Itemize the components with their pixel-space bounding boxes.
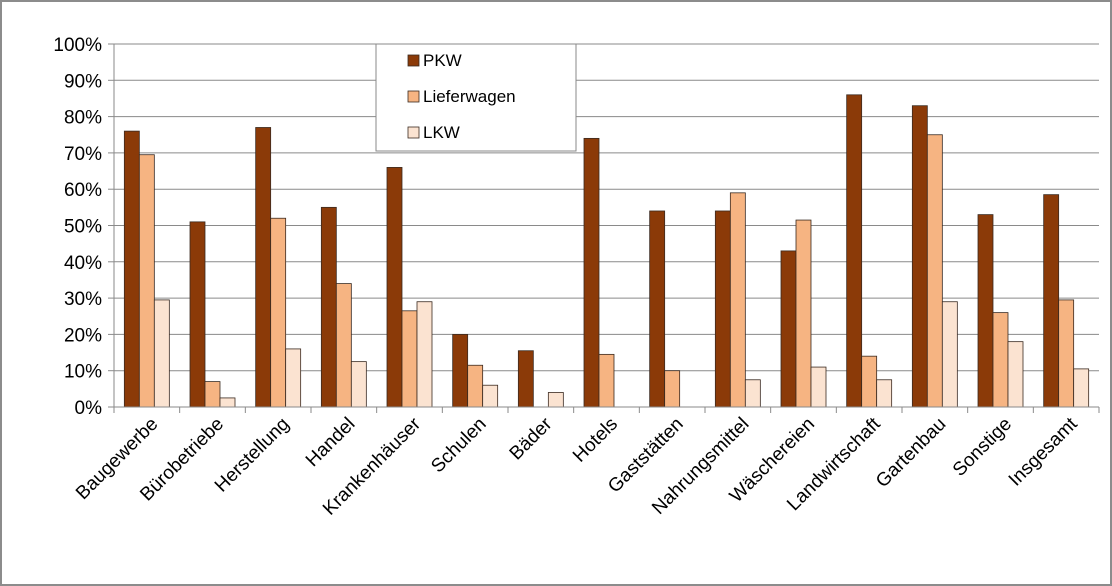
x-tick-label: Hotels	[569, 414, 622, 467]
bar-pkw	[649, 210, 666, 408]
bar-lkw	[941, 301, 958, 408]
bar-lieferwagen	[729, 192, 746, 408]
bar-pkw	[517, 350, 534, 408]
legend: PKW Lieferwagen LKW	[375, 43, 577, 152]
bar-pkw	[255, 127, 272, 408]
y-tick-label: 70%	[64, 144, 102, 165]
bar-lkw	[482, 384, 499, 408]
bar-lieferwagen	[335, 283, 352, 408]
bar-lkw	[219, 397, 236, 408]
bar-lieferwagen	[1058, 299, 1075, 408]
legend-swatch	[407, 54, 420, 67]
y-tick-label: 50%	[64, 217, 102, 238]
bar-pkw	[911, 105, 928, 408]
x-tick-label: Bäder	[506, 413, 557, 464]
bar-lkw	[810, 366, 827, 408]
bar-lkw	[153, 299, 170, 408]
bar-pkw	[977, 214, 994, 408]
y-tick-label: 100%	[53, 35, 102, 56]
bar-lieferwagen	[467, 364, 484, 408]
bar-pkw	[1043, 194, 1060, 408]
legend-swatch	[407, 90, 420, 103]
bar-pkw	[714, 210, 731, 408]
bar-lkw	[744, 379, 761, 408]
bar-lieferwagen	[992, 312, 1009, 408]
bar-pkw	[320, 206, 337, 408]
bar-pkw	[583, 137, 600, 408]
x-tick-label: Handel	[302, 414, 359, 471]
y-tick-label: 10%	[64, 362, 102, 383]
legend-label: Lieferwagen	[423, 87, 516, 106]
legend-label: LKW	[423, 123, 460, 142]
bar-lieferwagen	[138, 154, 155, 408]
bar-lieferwagen	[270, 217, 287, 408]
bar-pkw	[123, 130, 140, 408]
y-tick-label: 90%	[64, 71, 102, 92]
bar-lieferwagen	[861, 355, 878, 408]
legend-swatch	[407, 126, 420, 139]
x-tick-label: Insgesamt	[1005, 413, 1082, 490]
bar-pkw	[189, 221, 206, 408]
bar-lieferwagen	[598, 353, 615, 408]
y-tick-label: 0%	[75, 398, 103, 419]
y-tick-label: 80%	[64, 108, 102, 129]
y-tick-label: 40%	[64, 253, 102, 274]
y-tick-label: 20%	[64, 325, 102, 346]
bar-lieferwagen	[664, 370, 681, 408]
x-tick-label: Schulen	[427, 414, 490, 477]
bar-pkw	[846, 94, 863, 408]
y-tick-label: 30%	[64, 289, 102, 310]
bar-lkw	[876, 379, 893, 408]
y-tick-labels: 0% 10% 20% 30% 40% 50% 60% 70% 80% 90% 100%	[53, 35, 102, 419]
bars	[123, 94, 1090, 408]
bar-lkw	[416, 301, 433, 408]
x-tick-label: Gartenbau	[872, 414, 950, 492]
bar-lkw	[1007, 341, 1024, 408]
bar-lieferwagen	[795, 219, 812, 408]
bar-lieferwagen	[926, 134, 943, 408]
x-tick-label: Sonstige	[949, 414, 1016, 481]
bar-pkw	[386, 167, 403, 408]
bar-lkw	[350, 361, 367, 408]
bar-lkw	[1073, 368, 1090, 408]
bar-lieferwagen	[204, 381, 221, 408]
y-tick-label: 60%	[64, 180, 102, 201]
bar-pkw	[780, 250, 797, 408]
bar-lieferwagen	[401, 310, 418, 408]
legend-label: PKW	[423, 51, 462, 70]
bar-pkw	[452, 333, 469, 408]
axes	[108, 43, 1100, 413]
bar-lkw	[285, 348, 302, 408]
bar-lkw	[547, 392, 564, 408]
